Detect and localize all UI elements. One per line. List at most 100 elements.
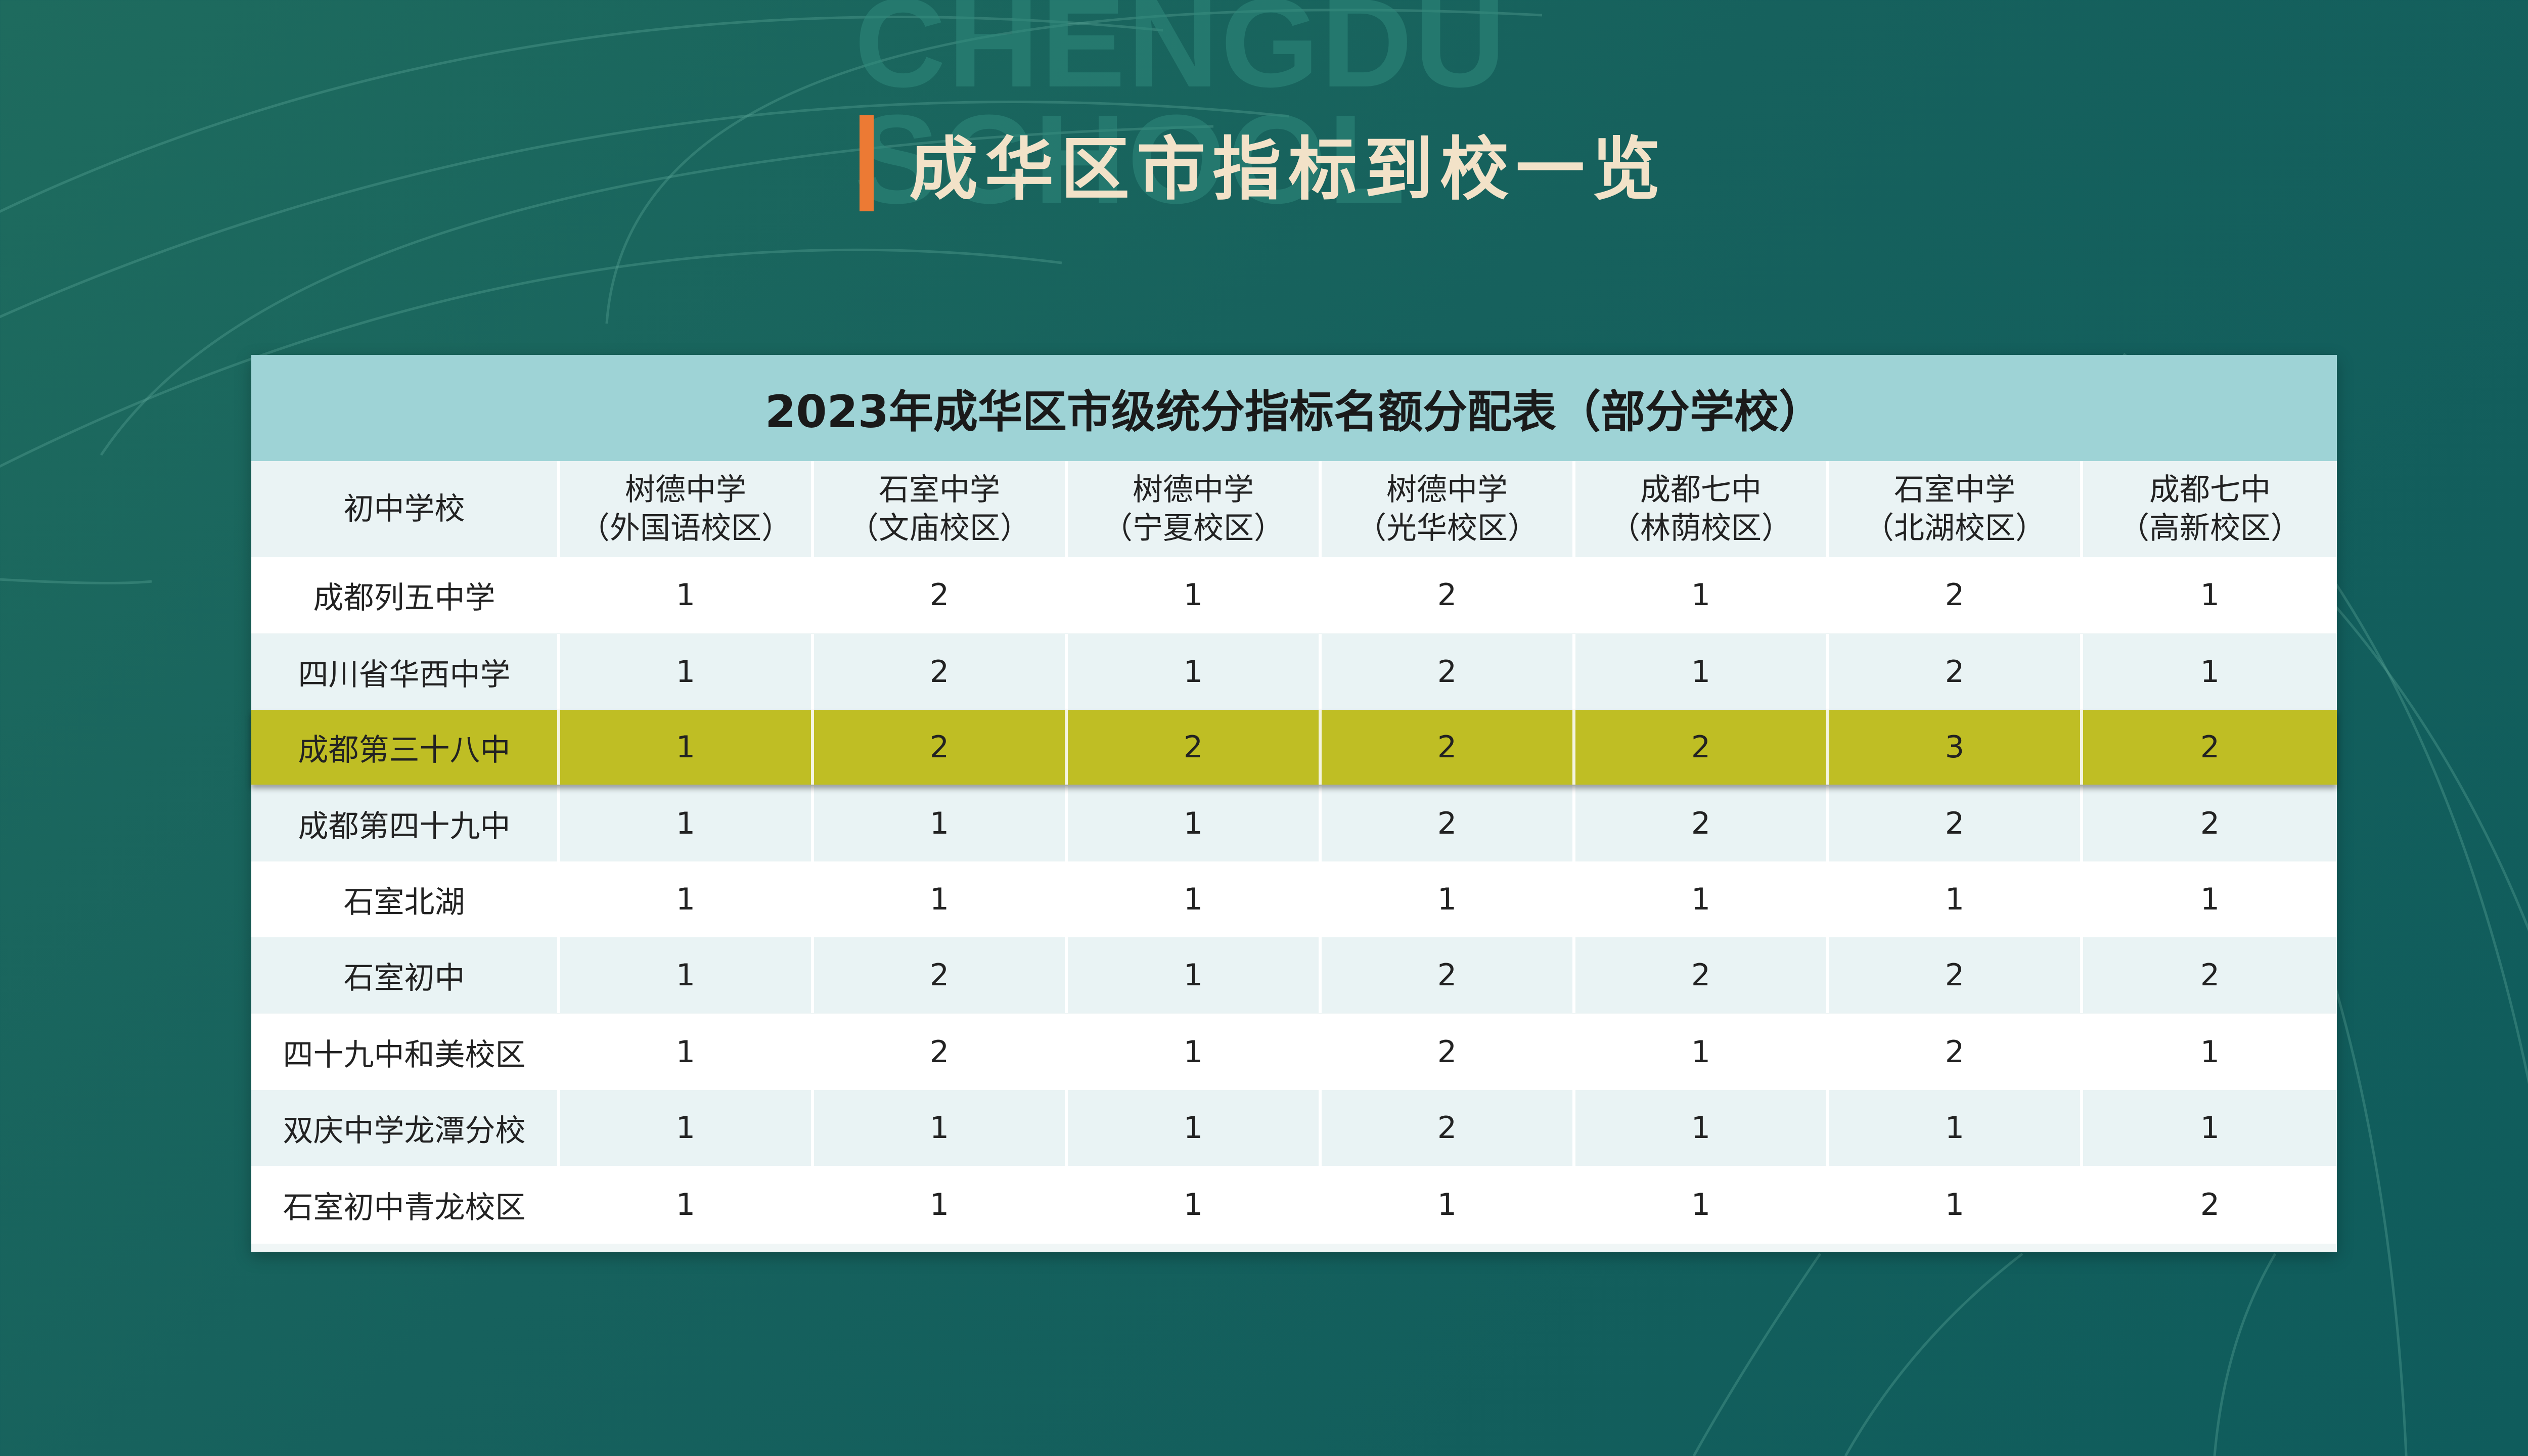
header-school-name: 成都七中 (1640, 472, 1762, 508)
quota-cell: 1 (1575, 1166, 1829, 1244)
quota-cell: 1 (1068, 937, 1322, 1013)
header-column: 成都七中 （高新校区） (2083, 461, 2337, 557)
row-school-name: 成都第三十八中 (251, 710, 560, 785)
quota-cell: 2 (1575, 786, 1829, 861)
header-school: 初中学校 (251, 461, 560, 557)
quota-cell: 1 (560, 861, 814, 937)
quota-cell: 2 (1322, 557, 1575, 633)
quota-cell: 1 (1829, 861, 2083, 937)
header-school-name: 树德中学 (625, 472, 746, 508)
quota-cell: 1 (2200, 654, 2220, 690)
quota-cell: 1 (1068, 1014, 1322, 1090)
quota-cell: 2 (1575, 710, 1829, 785)
quota-cell: 1 (814, 1090, 1068, 1166)
quota-cell: 1 (1068, 557, 1322, 633)
header-school-name: 树德中学 (1386, 472, 1508, 508)
quota-cell: 1 (560, 937, 814, 1013)
quota-cell: 1 (814, 786, 1068, 861)
page-title: 成华区市指标到校一览 (909, 129, 1667, 210)
quota-cell: 1 (1829, 1090, 2083, 1166)
quota-cell: 1 (1322, 861, 1575, 937)
header-campus-name: （林荫校区） (1610, 511, 1792, 546)
header-campus-name: （北湖校区） (1864, 511, 2046, 546)
quota-cell: 1 (1575, 1014, 1829, 1090)
row-school-name: 双庆中学龙潭分校 (251, 1090, 560, 1166)
header-campus-name: （光华校区） (1356, 511, 1538, 546)
header-school-name: 成都七中 (2149, 472, 2271, 508)
table-row: 四川省华西中学 1 2 1 2 1 2 1 (251, 634, 2337, 710)
header-school-name: 树德中学 (1133, 472, 1254, 508)
table-row: 石室初中青龙校区 1 1 1 1 1 1 2 (251, 1166, 2337, 1244)
quota-cell: 1 (560, 710, 814, 785)
row-school-name: 石室初中 (251, 937, 560, 1013)
header-campus-name: （高新校区） (2119, 511, 2301, 546)
quota-cell: 1 (1575, 557, 1829, 633)
table-row-highlighted: 成都第三十八中 1 2 2 2 2 3 2 (251, 710, 2337, 785)
quota-cell: 2 (1829, 1014, 2083, 1090)
quota-cell: 2 (1575, 937, 1829, 1013)
quota-cell: 2 (1322, 1090, 1575, 1166)
header-column: 石室中学 （北湖校区） (1829, 461, 2083, 557)
header-campus-name: （文庙校区） (848, 511, 1030, 546)
quota-cell: 2 (1322, 786, 1575, 861)
watermark-text: CHENGDU SCHOOL (854, 0, 1508, 222)
quota-cell: 2 (1322, 1014, 1575, 1090)
quota-cell: 2 (2200, 958, 2220, 993)
quota-cell: 2 (1322, 937, 1575, 1013)
table-header-row: 初中学校 树德中学 （外国语校区） 石室中学 （文庙校区） 树德中学 （宁夏校区） 树德中学… (251, 461, 2337, 557)
header-column: 树德中学 （宁夏校区） (1068, 461, 1322, 557)
quota-cell: 1 (560, 634, 814, 710)
quota-cell: 1 (560, 557, 814, 633)
header-campus-name: （外国语校区） (579, 511, 792, 546)
header-school-name: 石室中学 (879, 472, 1000, 508)
row-school-name: 成都第四十九中 (251, 786, 560, 861)
header-campus-name: （宁夏校区） (1102, 511, 1284, 546)
quota-cell: 2 (2200, 1187, 2220, 1222)
quota-cell: 1 (1575, 1090, 1829, 1166)
quota-cell: 1 (814, 861, 1068, 937)
quota-cell: 2 (1068, 710, 1322, 785)
quota-cell: 1 (1068, 861, 1322, 937)
table-row: 石室北湖 1 1 1 1 1 1 1 (251, 861, 2337, 937)
quota-cell: 1 (560, 1014, 814, 1090)
quota-cell: 1 (2200, 1110, 2220, 1146)
title-accent-bar (860, 115, 874, 211)
quota-cell: 2 (814, 1014, 1068, 1090)
table-row: 四十九中和美校区 1 2 1 2 1 2 1 (251, 1014, 2337, 1090)
quota-cell: 1 (1829, 1166, 2083, 1244)
quota-cell: 1 (1575, 634, 1829, 710)
allocation-table: 2023年成华区市级统分指标名额分配表（部分学校） 初中学校 树德中学 （外国语校… (251, 355, 2337, 1252)
table-row: 双庆中学龙潭分校 1 1 1 2 1 1 1 (251, 1090, 2337, 1166)
quota-cell: 1 (1575, 861, 1829, 937)
quota-cell: 2 (1829, 937, 2083, 1013)
quota-cell: 2 (1322, 710, 1575, 785)
watermark-line-2: SCHOOL (854, 88, 1408, 230)
row-school-name: 四十九中和美校区 (251, 1014, 560, 1090)
table-row: 成都第四十九中 1 1 1 2 2 2 2 (251, 786, 2337, 861)
quota-cell: 2 (814, 557, 1068, 633)
quota-cell: 1 (560, 1166, 814, 1244)
header-column: 树德中学 （外国语校区） (560, 461, 814, 557)
quota-cell: 2 (814, 937, 1068, 1013)
quota-cell: 3 (1829, 710, 2083, 785)
header-school-name: 石室中学 (1894, 472, 2015, 508)
quota-cell: 2 (1829, 557, 2083, 633)
quota-cell: 2 (814, 710, 1068, 785)
quota-cell: 2 (1322, 634, 1575, 710)
table-row: 成都列五中学 1 2 1 2 1 2 1 (251, 557, 2337, 633)
quota-cell: 1 (2200, 1034, 2220, 1070)
quota-cell: 2 (814, 634, 1068, 710)
table-caption: 2023年成华区市级统分指标名额分配表（部分学校） (251, 355, 2337, 461)
quota-cell: 1 (2200, 882, 2220, 917)
quota-cell: 1 (1068, 1090, 1322, 1166)
quota-cell: 1 (2200, 577, 2220, 613)
quota-cell: 2 (2200, 730, 2220, 765)
quota-cell: 1 (1068, 786, 1322, 861)
row-school-name: 石室北湖 (251, 861, 560, 937)
page-header: 成华区市指标到校一览 (860, 115, 1667, 211)
quota-cell: 1 (814, 1166, 1068, 1244)
header-column: 树德中学 （光华校区） (1322, 461, 1575, 557)
quota-cell: 1 (1322, 1166, 1575, 1244)
watermark-line-1: CHENGDU (854, 0, 1508, 113)
quota-cell: 1 (1068, 1166, 1322, 1244)
